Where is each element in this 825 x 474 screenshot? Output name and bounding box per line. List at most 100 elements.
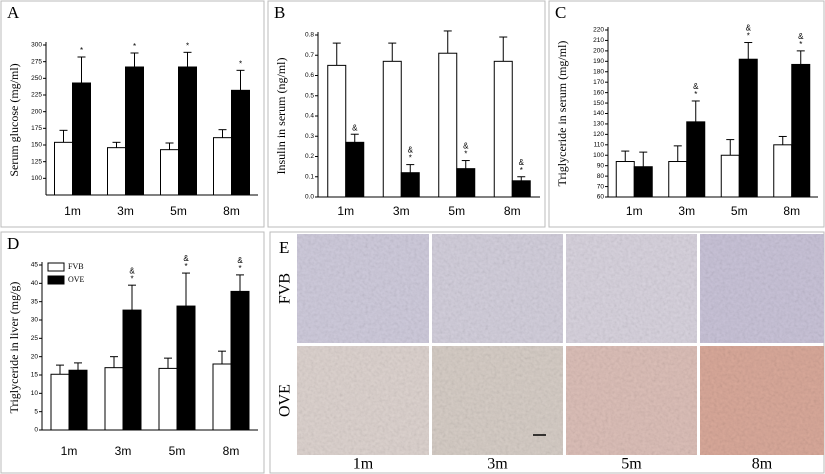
legend-swatch [47,262,65,272]
y-tick-label: 275 [31,58,42,65]
x-tick-label: 5m [731,204,748,218]
significance-marker: & [798,32,804,41]
y-tick-label: 225 [31,92,42,99]
x-tick-label: 3m [115,444,132,458]
legend-label: FVB [68,262,84,271]
row-label: OVE [277,384,294,417]
bar [160,149,179,196]
bar [773,144,793,198]
y-tick-label: 180 [593,68,604,75]
bar [72,82,91,196]
panel-border [0,0,265,228]
y-tick-label: 70 [597,183,605,190]
x-tick-label: 3m [393,204,410,218]
y-tick-label: 90 [597,162,605,169]
significance-marker: * [239,59,242,68]
bar [122,309,142,431]
bar [686,121,706,198]
panel-label: B [274,3,285,22]
column-label: 3m [487,456,508,473]
y-tick-label: 0.0 [305,194,314,201]
significance-marker: * [799,40,802,49]
significance-marker: * [133,42,136,51]
y-tick-label: 250 [31,75,42,82]
significance-marker: * [747,32,750,41]
y-tick-label: 80 [597,173,605,180]
x-tick-label: 8m [783,204,800,218]
y-axis-label: Triglyceride in liver (mg/g) [7,282,21,414]
bar [382,60,402,198]
y-tick-label: 100 [31,175,42,182]
bar [720,154,740,198]
row-label: FVB [277,273,294,304]
y-tick-label: 0.8 [305,32,314,39]
bar [107,147,126,196]
significance-marker: & [408,146,414,155]
y-tick-label: 120 [593,131,604,138]
panel-label: C [555,3,566,22]
legend-swatch [47,275,65,285]
significance-marker: & [746,24,752,33]
y-tick-label: 130 [593,121,604,128]
bar [54,141,73,196]
y-tick-label: 160 [593,89,604,96]
y-tick-label: 5 [34,408,38,415]
significance-marker: * [464,150,467,159]
bar [327,64,347,198]
y-tick-label: 0.5 [305,92,314,99]
column-label: 1m [353,456,374,473]
significance-marker: * [80,46,83,55]
significance-marker: & [183,254,189,263]
y-tick-label: 200 [593,48,604,55]
y-tick-label: 10 [31,390,39,397]
y-tick-label: 190 [593,58,604,65]
bar [456,168,476,198]
y-tick-label: 210 [593,37,604,44]
y-axis-label: Insulin in serum (ng/ml) [274,58,288,175]
bar [125,66,144,196]
significance-marker: & [693,82,699,91]
x-tick-label: 1m [337,204,354,218]
micrograph [566,234,697,343]
panel-label: E [279,238,289,257]
column-label: 5m [621,456,642,473]
x-tick-label: 8m [223,204,240,218]
significance-marker: * [694,90,697,99]
x-tick-label: 3m [117,204,134,218]
bar [615,161,635,198]
column-label: 8m [752,456,773,473]
bar [176,305,196,431]
y-tick-label: 25 [31,335,39,342]
significance-marker: & [519,158,525,167]
bar [493,60,513,198]
y-tick-label: 45 [31,262,39,269]
y-tick-label: 60 [597,194,605,201]
x-tick-label: 5m [169,444,186,458]
significance-marker: & [237,256,243,265]
significance-marker: * [520,166,523,175]
x-tick-label: 3m [678,204,695,218]
bar [213,137,232,196]
bar [668,161,688,198]
bar [345,141,365,198]
y-tick-label: 0.6 [305,72,314,79]
y-tick-label: 150 [593,100,604,107]
bar [50,373,70,431]
significance-marker: & [463,142,469,151]
bar [438,52,458,198]
x-tick-label: 5m [448,204,465,218]
bar [738,58,758,198]
bar [511,180,531,198]
x-tick-label: 1m [64,204,81,218]
y-tick-label: 0.4 [305,113,314,120]
bar [212,363,232,431]
micrograph [700,346,824,455]
y-tick-label: 200 [31,108,42,115]
y-tick-label: 0 [34,427,38,434]
y-tick-label: 170 [593,79,604,86]
y-tick-label: 150 [31,142,42,149]
panel-border [0,231,265,474]
significance-marker: & [129,266,135,275]
legend-label: OVE [68,275,85,284]
